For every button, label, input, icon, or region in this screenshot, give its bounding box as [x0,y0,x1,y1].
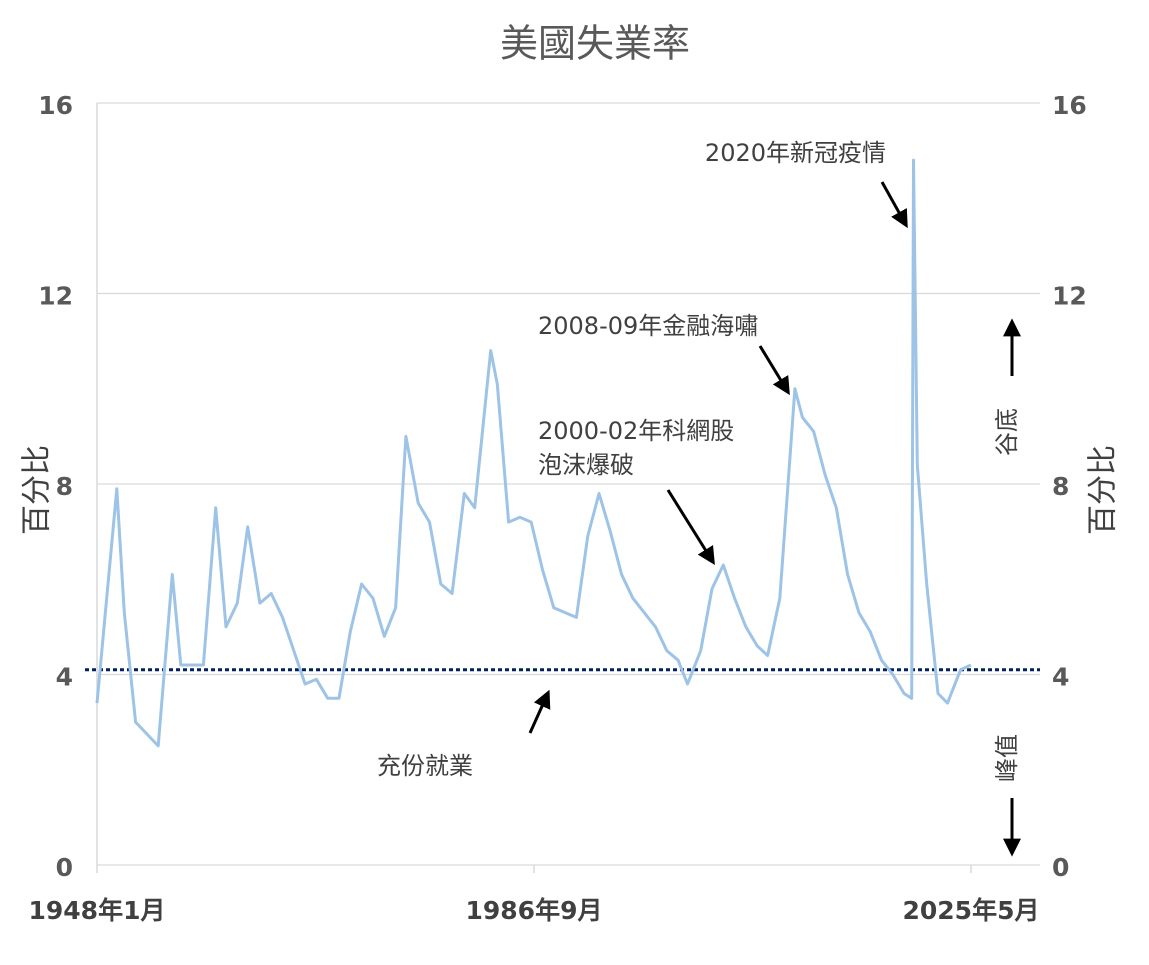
chart-title: 美國失業率 [500,22,690,66]
annotation: 2000-02年科網股 [538,417,734,445]
y2-tick-label: 4 [1052,663,1069,692]
y2-tick-label: 8 [1052,472,1069,501]
x-tick-label: 1986年9月 [466,896,603,925]
arrow [528,689,551,734]
data-line [95,158,972,748]
y-tick-label: 0 [56,853,73,882]
side-label: 谷底 [993,408,1021,456]
y2-tick-label: 0 [1052,853,1069,882]
arrow [666,489,715,566]
x-tick-label: 1948年1月 [29,896,166,925]
y-axis-label: 百分比 [20,445,55,535]
y-tick-label: 16 [38,91,73,120]
side-label: 峰值 [993,734,1021,782]
annotation: 充份就業 [377,752,473,780]
y2-tick-label: 16 [1052,91,1087,120]
annotation: 2020年新冠疫情 [705,139,886,167]
x-tick-label: 2025年5月 [903,896,1040,925]
y2-tick-label: 12 [1052,282,1087,311]
y-tick-label: 8 [56,472,73,501]
arrow [758,345,790,396]
arrow [880,181,908,229]
y-tick-label: 12 [38,282,73,311]
annotation: 2008-09年金融海嘯 [538,312,758,340]
annotation: 泡沫爆破 [538,451,634,479]
y2-axis-label: 百分比 [1086,445,1121,535]
y-tick-label: 4 [56,663,73,692]
